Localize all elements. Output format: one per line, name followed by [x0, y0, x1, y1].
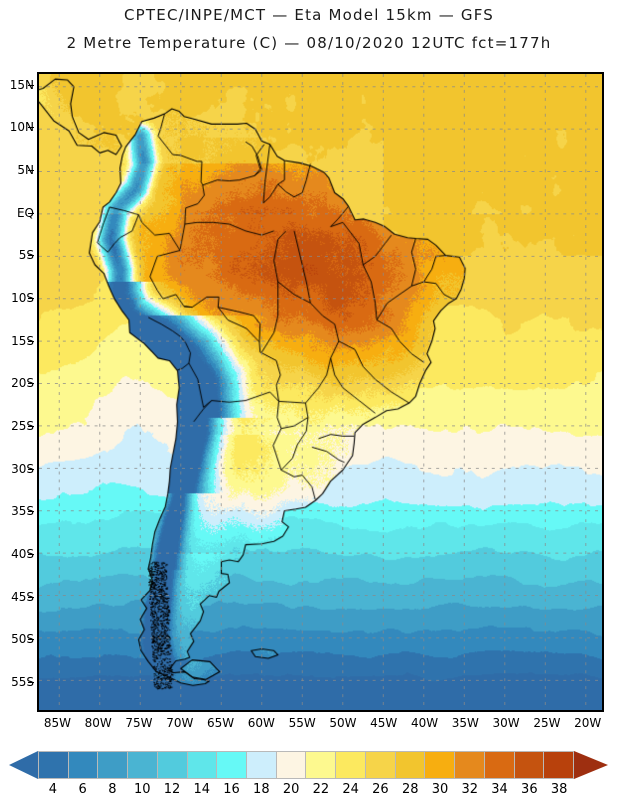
latitude-tick-mark [28, 255, 34, 256]
longitude-tick-label: 75W [125, 716, 152, 730]
colorbar-tick-label: 8 [108, 782, 116, 797]
colorbar-swatches [38, 751, 574, 779]
latitude-tick-mark [28, 298, 34, 299]
colorbar-swatch [188, 751, 218, 779]
colorbar-tick-label: 10 [134, 782, 151, 797]
colorbar-swatch [455, 751, 485, 779]
latitude-tick-mark [28, 341, 34, 342]
colorbar-tick-label: 36 [521, 782, 538, 797]
colorbar-tick-labels: 4 6 8 10 12 14 16 18 20 22 24 26 28 30 32 34 36 38 [38, 782, 574, 800]
latitude-tick-mark [28, 469, 34, 470]
temperature-field-raster [39, 74, 602, 710]
longitude-tick-label: 60W [248, 716, 275, 730]
longitude-tick-label: 40W [411, 716, 438, 730]
colorbar-swatch [306, 751, 336, 779]
colorbar-swatch [366, 751, 396, 779]
latitude-tick-mark [28, 426, 34, 427]
latitude-axis: 15N 10N 5N EQ 5S 10S 15S 20S 25S 30S 35S 40S 45S 50S 5… [0, 72, 34, 712]
longitude-tick-label: 85W [44, 716, 71, 730]
colorbar-swatch [38, 751, 69, 779]
colorbar-swatch [69, 751, 99, 779]
latitude-tick-mark [28, 170, 34, 171]
longitude-tick-label: 35W [452, 716, 479, 730]
latitude-tick-mark [28, 597, 34, 598]
longitude-tick-label: 50W [329, 716, 356, 730]
colorbar-swatch [247, 751, 277, 779]
colorbar-tick-label: 16 [223, 782, 240, 797]
colorbar-swatch [396, 751, 426, 779]
latitude-tick-mark [28, 85, 34, 86]
colorbar-swatch [485, 751, 515, 779]
colorbar-tick-label: 12 [164, 782, 181, 797]
latitude-tick-mark [28, 127, 34, 128]
colorbar-tick-label: 34 [491, 782, 508, 797]
colorbar-swatch [158, 751, 188, 779]
latitude-tick-mark [28, 383, 34, 384]
colorbar-swatch [515, 751, 545, 779]
longitude-tick-label: 70W [166, 716, 193, 730]
longitude-axis: 85W 80W 75W 70W 65W 60W 55W 50W 45W 40W 35W 30W 25W 2… [37, 714, 604, 738]
latitude-tick-mark [28, 511, 34, 512]
map-plot-area[interactable] [37, 72, 604, 712]
colorbar-tick-label: 24 [342, 782, 359, 797]
longitude-tick-label: 65W [207, 716, 234, 730]
temperature-colorbar: 4 6 8 10 12 14 16 18 20 22 24 26 28 30 32 34 36 38 [0, 742, 618, 800]
longitude-tick-label: 45W [370, 716, 397, 730]
latitude-tick-mark [28, 682, 34, 683]
latitude-tick-mark [28, 554, 34, 555]
colorbar-tick-label: 28 [402, 782, 419, 797]
colorbar-tick-label: 22 [313, 782, 330, 797]
colorbar-swatch [128, 751, 158, 779]
colorbar-over-cap [574, 751, 608, 779]
longitude-tick-label: 30W [493, 716, 520, 730]
colorbar-swatch [425, 751, 455, 779]
longitude-tick-label: 55W [289, 716, 316, 730]
colorbar-tick-label: 6 [79, 782, 87, 797]
colorbar-swatch [277, 751, 307, 779]
colorbar-swatch [98, 751, 128, 779]
colorbar-tick-label: 30 [432, 782, 449, 797]
colorbar-tick-label: 38 [551, 782, 568, 797]
colorbar-tick-label: 18 [253, 782, 270, 797]
colorbar-tick-label: 4 [49, 782, 57, 797]
latitude-tick-mark [28, 639, 34, 640]
colorbar-swatch [544, 751, 574, 779]
colorbar-swatch [336, 751, 366, 779]
longitude-tick-label: 20W [574, 716, 601, 730]
temperature-map-figure: 15N 10N 5N EQ 5S 10S 15S 20S 25S 30S 35S 40S 45S 50S 5… [0, 0, 618, 740]
longitude-tick-label: 25W [533, 716, 560, 730]
longitude-tick-label: 80W [85, 716, 112, 730]
colorbar-under-cap [9, 751, 38, 779]
colorbar-swatch [217, 751, 247, 779]
colorbar-tick-label: 14 [193, 782, 210, 797]
colorbar-tick-label: 26 [372, 782, 389, 797]
colorbar-tick-label: 32 [461, 782, 478, 797]
colorbar-tick-label: 20 [283, 782, 300, 797]
latitude-tick-mark [28, 213, 34, 214]
